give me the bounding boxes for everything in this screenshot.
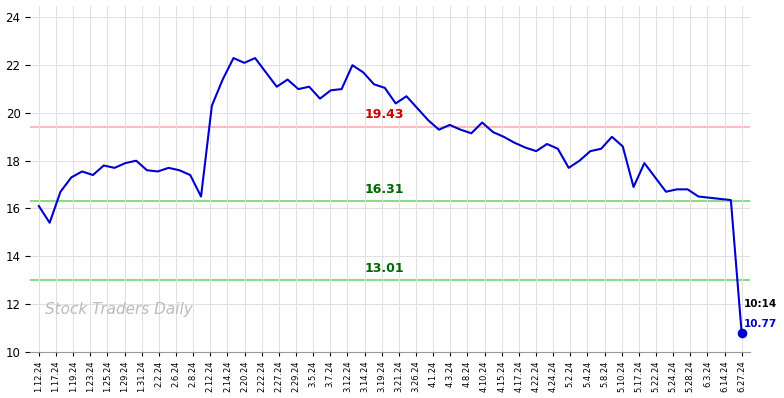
Text: 13.01: 13.01 [365, 262, 405, 275]
Text: 19.43: 19.43 [365, 108, 405, 121]
Text: 10.77: 10.77 [744, 318, 778, 328]
Text: 16.31: 16.31 [365, 183, 405, 196]
Text: 10:14: 10:14 [744, 299, 778, 309]
Point [735, 330, 748, 336]
Text: Stock Traders Daily: Stock Traders Daily [45, 302, 192, 317]
